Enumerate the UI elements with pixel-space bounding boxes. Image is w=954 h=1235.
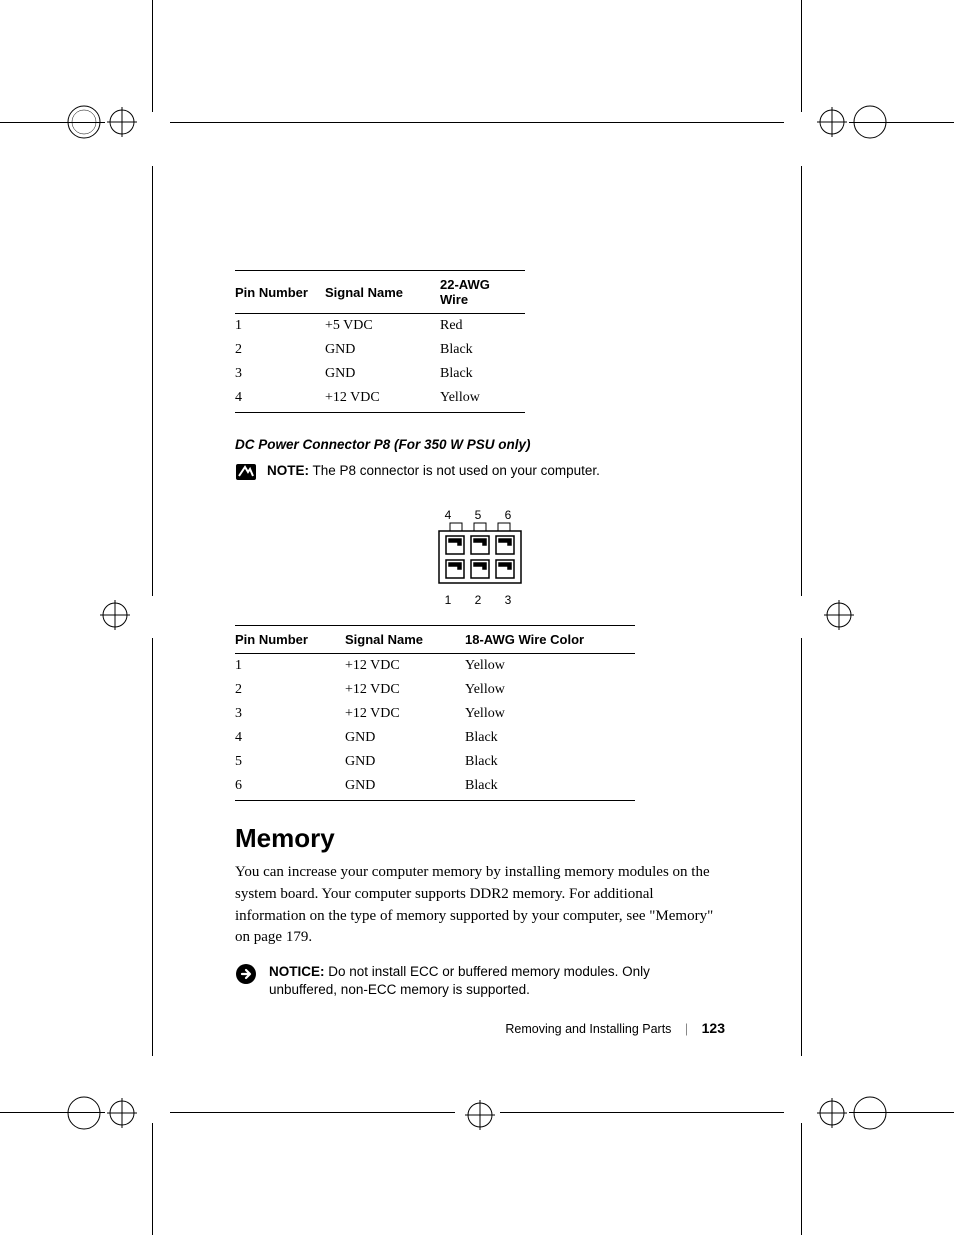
cell: Black — [465, 750, 635, 774]
page-content: Pin Number Signal Name 22-AWG Wire 1 +5 … — [235, 270, 725, 999]
connector-diagram: 4 5 6 — [235, 508, 725, 607]
crop-guide — [152, 166, 153, 596]
table2-header: 18-AWG Wire Color — [465, 626, 635, 654]
crop-mark-top-left — [62, 82, 172, 182]
crop-guide — [170, 1112, 455, 1113]
crop-guide — [801, 1123, 802, 1235]
crop-mark-bottom-center — [455, 1090, 505, 1140]
table-row: 5GNDBlack — [235, 750, 635, 774]
cell: GND — [345, 726, 465, 750]
note-block: NOTE: The P8 connector is not used on yo… — [235, 462, 725, 482]
crop-guide — [0, 1112, 105, 1113]
cell: +12 VDC — [345, 702, 465, 726]
crop-guide — [152, 638, 153, 1056]
table2-header: Pin Number — [235, 626, 345, 654]
notice-icon — [235, 963, 259, 985]
table-row: 3 GND Black — [235, 362, 525, 386]
crop-mark-mid-right — [799, 595, 859, 635]
cell: 1 — [235, 654, 345, 679]
cell: Black — [440, 338, 525, 362]
cell: Red — [440, 314, 525, 339]
cell: +12 VDC — [325, 386, 440, 413]
diagram-bottom-labels: 1 2 3 — [241, 593, 725, 607]
heading-memory: Memory — [235, 823, 725, 854]
cell: +5 VDC — [325, 314, 440, 339]
cell: Yellow — [465, 678, 635, 702]
footer-page-number: 123 — [702, 1020, 725, 1036]
table-row: 6GNDBlack — [235, 774, 635, 801]
table-row: 2+12 VDCYellow — [235, 678, 635, 702]
cell: 4 — [235, 386, 325, 413]
table1-header: 22-AWG Wire — [440, 271, 525, 314]
crop-guide — [801, 0, 802, 112]
cell: +12 VDC — [345, 654, 465, 679]
table-pin-22awg: Pin Number Signal Name 22-AWG Wire 1 +5 … — [235, 270, 525, 413]
cell: GND — [345, 774, 465, 801]
table-pin-18awg: Pin Number Signal Name 18-AWG Wire Color… — [235, 625, 635, 801]
table-row: 2 GND Black — [235, 338, 525, 362]
table-row: 1+12 VDCYellow — [235, 654, 635, 679]
crop-guide — [152, 0, 153, 112]
cell: Yellow — [465, 654, 635, 679]
notice-text: NOTICE: Do not install ECC or buffered m… — [269, 963, 709, 999]
subheading-p8: DC Power Connector P8 (For 350 W PSU onl… — [235, 437, 725, 452]
crop-guide — [849, 1112, 954, 1113]
note-text: NOTE: The P8 connector is not used on yo… — [267, 462, 600, 480]
crop-guide — [801, 166, 802, 596]
notice-label: NOTICE: — [269, 964, 325, 979]
note-icon — [235, 462, 257, 482]
note-label: NOTE: — [267, 463, 309, 478]
cell: Black — [465, 774, 635, 801]
page-footer: Removing and Installing Parts | 123 — [235, 1020, 725, 1036]
cell: 3 — [235, 362, 325, 386]
cell: 3 — [235, 702, 345, 726]
crop-guide — [0, 122, 105, 123]
diagram-top-labels: 4 5 6 — [241, 508, 725, 522]
footer-divider: | — [685, 1022, 688, 1036]
table1-header: Pin Number — [235, 271, 325, 314]
cell: 6 — [235, 774, 345, 801]
crop-guide — [500, 1112, 784, 1113]
cell: GND — [345, 750, 465, 774]
cell: 5 — [235, 750, 345, 774]
cell: 1 — [235, 314, 325, 339]
crop-guide — [170, 122, 784, 123]
notice-block: NOTICE: Do not install ECC or buffered m… — [235, 963, 725, 999]
cell: Yellow — [440, 386, 525, 413]
table-row: 4GNDBlack — [235, 726, 635, 750]
crop-mark-top-right — [782, 82, 892, 182]
cell: 2 — [235, 338, 325, 362]
crop-guide — [152, 1123, 153, 1235]
table-row: 1 +5 VDC Red — [235, 314, 525, 339]
notice-body: Do not install ECC or buffered memory mo… — [269, 964, 650, 997]
crop-mark-mid-left — [95, 595, 155, 635]
note-body: The P8 connector is not used on your com… — [309, 463, 600, 478]
crop-guide — [849, 122, 954, 123]
table-row: 3+12 VDCYellow — [235, 702, 635, 726]
cell: Black — [440, 362, 525, 386]
crop-guide — [801, 638, 802, 1056]
crop-mark-bottom-left — [62, 1053, 172, 1153]
cell: +12 VDC — [345, 678, 465, 702]
crop-mark-bottom-right — [782, 1053, 892, 1153]
cell: GND — [325, 362, 440, 386]
footer-section: Removing and Installing Parts — [505, 1022, 671, 1036]
cell: Yellow — [465, 702, 635, 726]
table2-header: Signal Name — [345, 626, 465, 654]
cell: 2 — [235, 678, 345, 702]
body-paragraph: You can increase your computer memory by… — [235, 862, 725, 949]
connector-svg — [433, 522, 527, 588]
cell: Black — [465, 726, 635, 750]
cell: 4 — [235, 726, 345, 750]
table-row: 4 +12 VDC Yellow — [235, 386, 525, 413]
cell: GND — [325, 338, 440, 362]
table1-header: Signal Name — [325, 271, 440, 314]
